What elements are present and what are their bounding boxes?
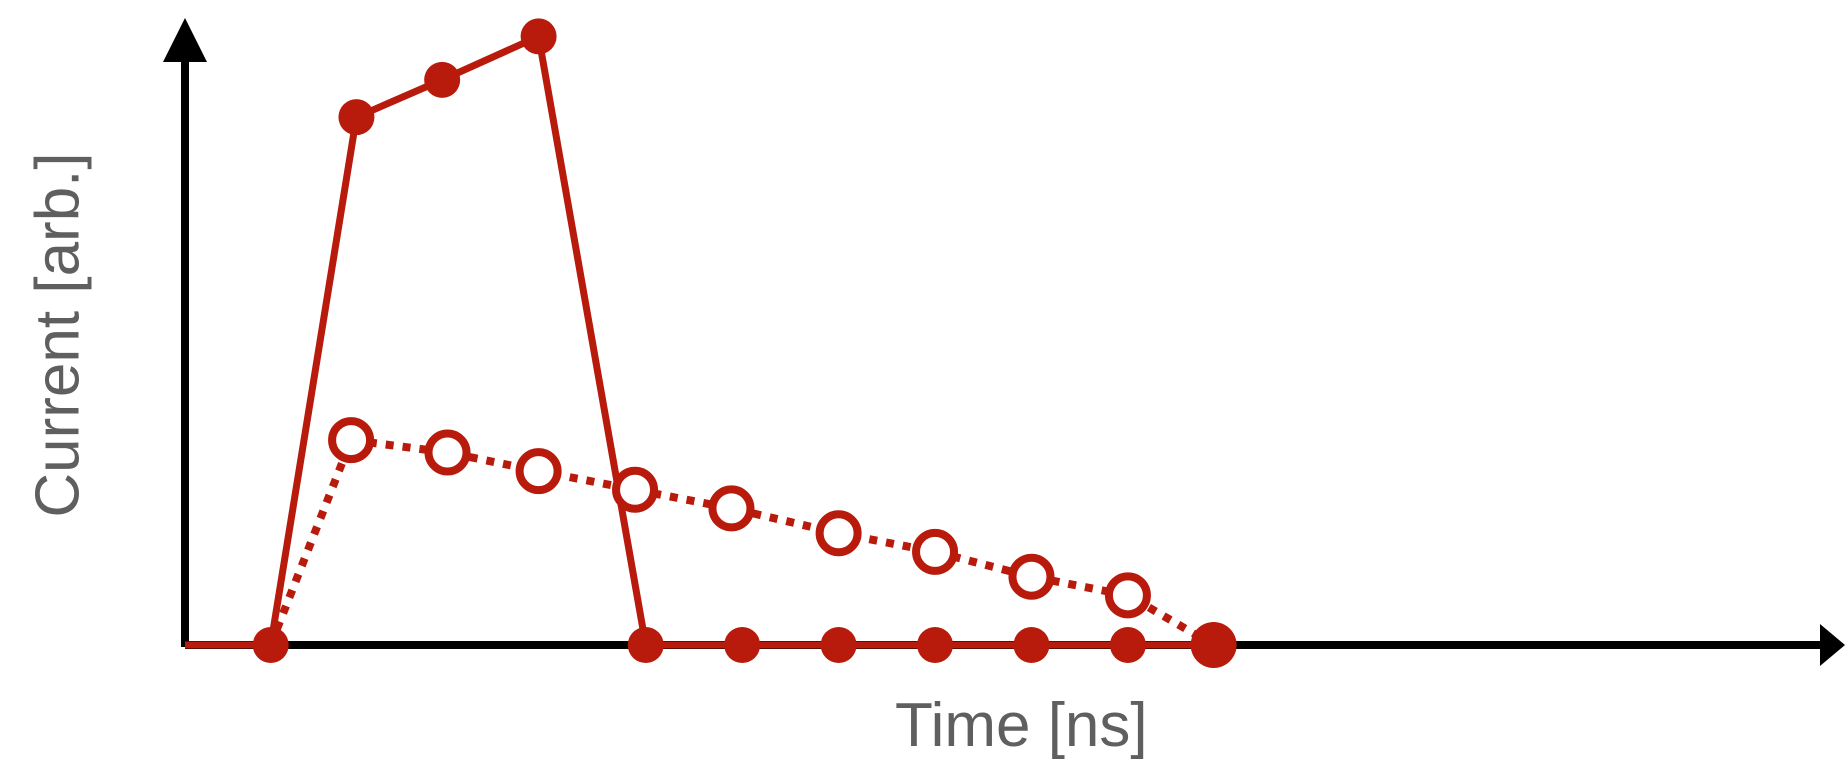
series-2-point	[612, 466, 659, 513]
series-2-point	[815, 510, 862, 557]
series-1-point	[820, 627, 857, 663]
series-1-point	[724, 627, 761, 663]
series-1-point	[917, 627, 954, 663]
y-axis-label: Current [arb.]	[23, 152, 93, 518]
series-2-point	[1104, 572, 1151, 619]
series-2-point	[424, 429, 471, 476]
series-1-point	[627, 627, 664, 663]
series-2-line	[266, 436, 1216, 649]
series-1-point	[520, 18, 557, 55]
series-1-point	[1013, 627, 1050, 663]
series-2-point	[912, 528, 959, 575]
y-axis-arrow-icon	[163, 18, 207, 62]
series-1-point	[1109, 627, 1146, 663]
series-2-point	[1008, 553, 1055, 600]
x-axis-label: Time [ns]	[895, 691, 1148, 760]
series-1-point	[338, 99, 375, 136]
x-axis-arrow-icon	[1820, 624, 1845, 666]
series-2-point	[328, 417, 375, 464]
series-2-point	[515, 448, 562, 495]
series-2-point	[708, 485, 755, 532]
series-1-line	[185, 32, 1214, 649]
series-1-point	[424, 61, 461, 98]
